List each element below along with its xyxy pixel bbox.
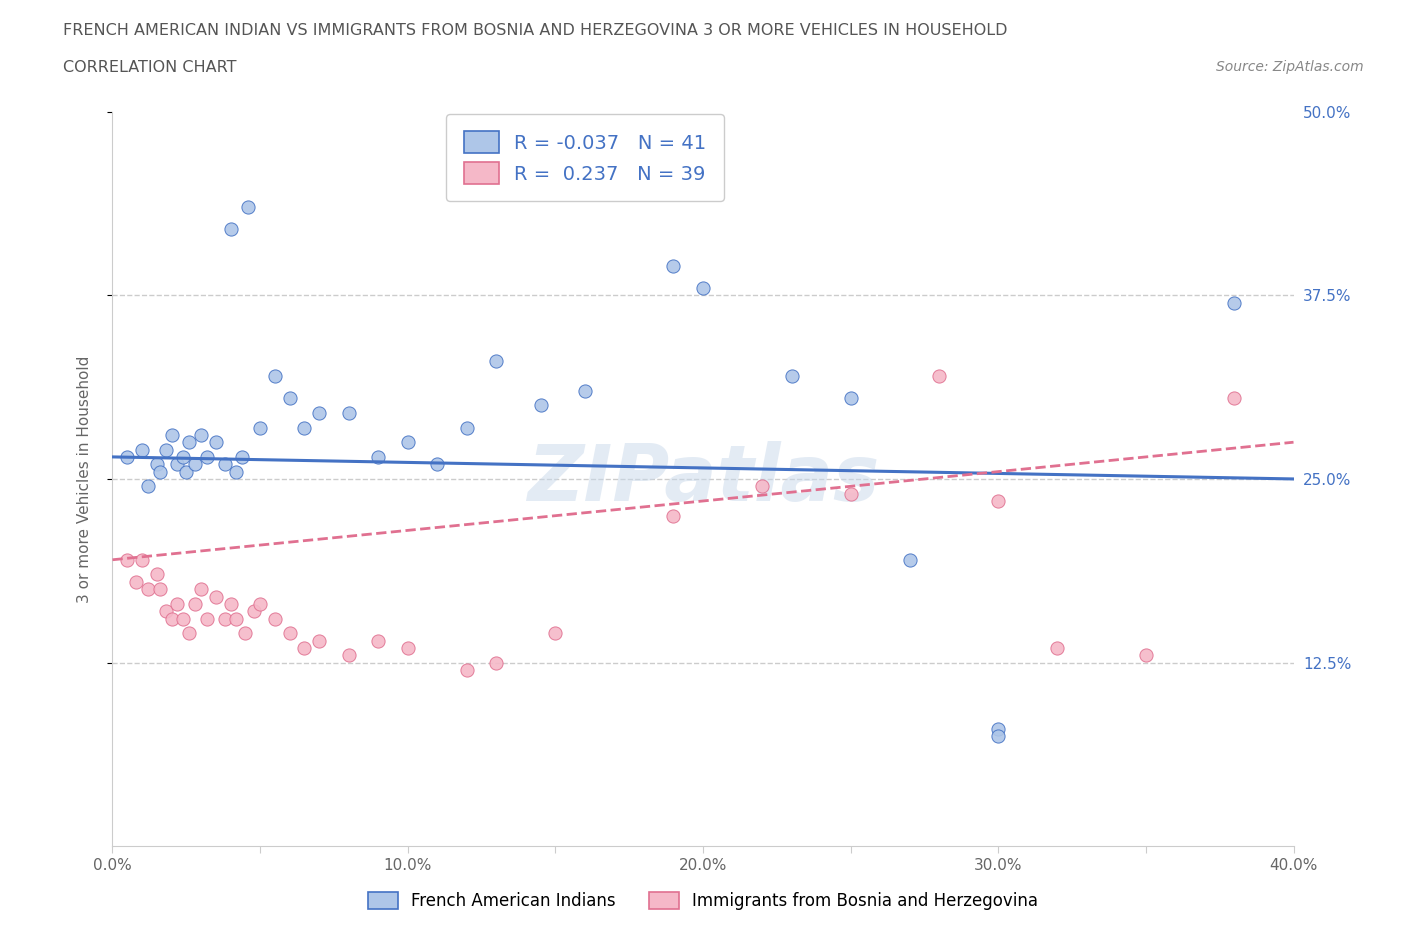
Point — [117, 449, 138, 464]
Point — [308, 633, 330, 648]
Point — [179, 626, 201, 641]
Point — [367, 449, 389, 464]
Point — [136, 582, 159, 597]
Text: FRENCH AMERICAN INDIAN VS IMMIGRANTS FROM BOSNIA AND HERZEGOVINA 3 OR MORE VEHIC: FRENCH AMERICAN INDIAN VS IMMIGRANTS FRO… — [63, 23, 1008, 38]
Point — [426, 457, 449, 472]
Point — [146, 567, 169, 582]
Point — [396, 641, 419, 656]
Text: ZIPatlas: ZIPatlas — [527, 441, 879, 517]
Point — [456, 420, 478, 435]
Point — [146, 457, 169, 472]
Point — [987, 729, 1010, 744]
Point — [155, 604, 177, 618]
Point — [662, 259, 685, 273]
Point — [544, 626, 567, 641]
Point — [249, 420, 271, 435]
Point — [149, 464, 172, 479]
Point — [136, 479, 159, 494]
Point — [308, 405, 330, 420]
Point — [149, 582, 172, 597]
Point — [249, 596, 271, 611]
Point — [574, 383, 596, 398]
Point — [179, 435, 201, 450]
Point — [780, 368, 803, 383]
Point — [264, 611, 287, 626]
Point — [172, 611, 194, 626]
Point — [166, 596, 188, 611]
Point — [485, 354, 508, 369]
Point — [529, 398, 551, 413]
Point — [367, 633, 389, 648]
Y-axis label: 3 or more Vehicles in Household: 3 or more Vehicles in Household — [77, 355, 91, 603]
Point — [225, 611, 247, 626]
Point — [225, 464, 247, 479]
Text: Source: ZipAtlas.com: Source: ZipAtlas.com — [1216, 60, 1364, 74]
Point — [292, 420, 315, 435]
Point — [692, 281, 714, 296]
Text: CORRELATION CHART: CORRELATION CHART — [63, 60, 236, 75]
Point — [190, 582, 212, 597]
Point — [337, 405, 360, 420]
Point — [174, 464, 197, 479]
Point — [928, 368, 950, 383]
Point — [214, 457, 236, 472]
Legend: French American Indians, Immigrants from Bosnia and Herzegovina: French American Indians, Immigrants from… — [361, 885, 1045, 917]
Point — [219, 596, 242, 611]
Point — [456, 662, 478, 677]
Point — [195, 611, 218, 626]
Point — [184, 457, 207, 472]
Point — [839, 486, 862, 501]
Point — [485, 656, 508, 671]
Point — [214, 611, 236, 626]
Point — [195, 449, 218, 464]
Point — [1223, 295, 1246, 310]
Point — [898, 552, 921, 567]
Point — [131, 552, 153, 567]
Point — [205, 589, 228, 604]
Point — [155, 442, 177, 457]
Point — [190, 428, 212, 443]
Point — [987, 722, 1010, 737]
Point — [160, 611, 183, 626]
Point — [292, 641, 315, 656]
Point — [987, 494, 1010, 509]
Point — [160, 428, 183, 443]
Point — [396, 435, 419, 450]
Point — [231, 449, 253, 464]
Point — [1223, 391, 1246, 405]
Point — [264, 368, 287, 383]
Point — [751, 479, 773, 494]
Point — [166, 457, 188, 472]
Point — [131, 442, 153, 457]
Point — [125, 575, 148, 590]
Point — [839, 391, 862, 405]
Point — [172, 449, 194, 464]
Point — [278, 391, 301, 405]
Point — [238, 200, 260, 215]
Point — [1135, 648, 1157, 663]
Point — [219, 221, 242, 236]
Point — [233, 626, 256, 641]
Point — [278, 626, 301, 641]
Legend: R = -0.037   N = 41, R =  0.237   N = 39: R = -0.037 N = 41, R = 0.237 N = 39 — [446, 114, 724, 201]
Point — [184, 596, 207, 611]
Point — [205, 435, 228, 450]
Point — [117, 552, 138, 567]
Point — [243, 604, 266, 618]
Point — [662, 508, 685, 523]
Point — [337, 648, 360, 663]
Point — [1046, 641, 1069, 656]
